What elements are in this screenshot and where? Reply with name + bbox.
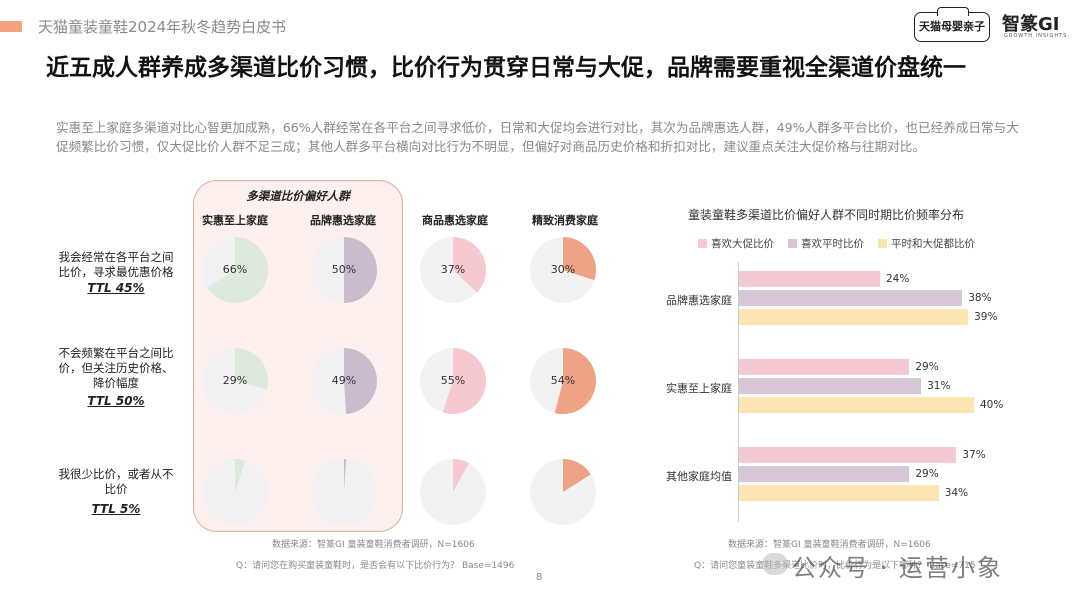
left-source-note: 数据来源：智篆GI 童装童鞋消费者调研，N=1606 — [272, 540, 475, 550]
column-header: 品牌惠选家庭 — [310, 214, 376, 227]
pie-chart — [202, 459, 268, 525]
pie-value-label — [202, 459, 268, 525]
wechat-icon — [762, 553, 788, 575]
bar — [739, 447, 957, 463]
pie-slice — [207, 237, 268, 303]
bar — [739, 485, 939, 501]
brand-logo-zhizhuan: 智篆GI — [1002, 14, 1060, 35]
pie-value-label: 66% — [222, 263, 248, 276]
pie-chart — [420, 459, 486, 525]
pie-slice — [344, 459, 347, 492]
pie-slice — [453, 459, 469, 492]
pie-slice — [442, 348, 486, 414]
brand-logo-subtitle: GROWTH INSIGHTS — [1004, 33, 1068, 39]
header-accent-bar — [0, 21, 22, 32]
row-ttl: TTL 5% — [91, 502, 141, 516]
left-question-note: Q：请问您在购买童装童鞋时，是否会有以下比价行为？ Base=1496 — [236, 561, 515, 571]
legend-label: 喜欢平时比价 — [801, 238, 864, 250]
page-number: 8 — [536, 572, 543, 583]
pie-chart: 54% — [530, 348, 596, 414]
bar-value-label: 34% — [944, 487, 969, 499]
row-label: 我会经常在各平台之间比价，寻求最优惠价格 — [58, 250, 174, 279]
bar-value-label: 29% — [915, 361, 939, 373]
legend-label: 喜欢大促比价 — [711, 238, 774, 250]
pie-value-label: 55% — [440, 374, 466, 387]
bar-value-label: 38% — [968, 292, 992, 304]
pie-value-label: 50% — [331, 263, 357, 276]
pie-chart: 55% — [420, 348, 486, 414]
pie-chart: 50% — [311, 237, 377, 303]
pie-slice — [344, 237, 377, 303]
pie-slice — [453, 237, 486, 293]
pie-slice — [554, 348, 596, 414]
row-label: 不会频繁在平台之间比价，但关注历史价格、降价幅度 — [58, 346, 174, 390]
pie-chart: 66% — [202, 237, 268, 303]
pie-value-label: 29% — [222, 374, 248, 387]
bar-value-label: 29% — [915, 468, 939, 480]
row-label: 我很少比价，或者从不比价 — [58, 467, 174, 496]
pie-slice — [563, 237, 596, 281]
bar-value-label: 37% — [962, 449, 986, 461]
pie-value-label — [420, 459, 486, 525]
legend-swatch — [878, 239, 887, 248]
watermark: 公众号 · 运营小象 — [760, 548, 1003, 583]
pie-slice — [235, 348, 268, 390]
bar — [739, 378, 922, 394]
legend-item: 喜欢平时比价 — [788, 236, 864, 251]
bar — [739, 271, 880, 287]
bar — [739, 309, 969, 325]
legend-item: 平时和大促都比价 — [878, 236, 975, 251]
column-header: 商品惠选家庭 — [422, 214, 488, 227]
summary-paragraph: 实惠至上家庭多渠道对比心智更加成熟，66%人群经常在各平台之间寻求低价，日常和大… — [56, 120, 1019, 154]
column-header: 实惠至上家庭 — [202, 214, 268, 227]
bar-value-label: 24% — [886, 273, 910, 285]
bar — [739, 290, 963, 306]
bar-value-label: 39% — [974, 311, 998, 323]
pie-value-label — [530, 459, 596, 525]
pie-chart: 29% — [202, 348, 268, 414]
bar-chart-legend: 喜欢大促比价 喜欢平时比价 平时和大促都比价 — [698, 236, 975, 251]
watermark-text: 公众号 · 运营小象 — [792, 554, 1003, 582]
bar-value-label: 40% — [980, 399, 1004, 411]
pie-value-label: 37% — [440, 263, 466, 276]
pie-chart: 30% — [530, 237, 596, 303]
bar — [739, 397, 974, 413]
bar-value-label: 31% — [927, 380, 951, 392]
legend-swatch — [788, 239, 797, 248]
pie-slice — [563, 459, 591, 492]
legend-swatch — [698, 239, 707, 248]
bar-category-label: 实惠至上家庭 — [666, 382, 732, 395]
pie-value-label — [311, 459, 377, 525]
pie-value-label: 49% — [331, 374, 357, 387]
pie-chart: 37% — [420, 237, 486, 303]
pie-slice — [344, 348, 377, 414]
pie-chart — [311, 459, 377, 525]
column-header: 精致消费家庭 — [532, 214, 598, 227]
group-header: 多渠道比价偏好人群 — [246, 189, 350, 203]
pie-slice — [235, 459, 246, 492]
bar — [739, 466, 910, 482]
pie-chart — [530, 459, 596, 525]
bar-chart-title: 童装童鞋多渠道比价偏好人群不同时期比价频率分布 — [688, 208, 965, 222]
pie-chart: 49% — [311, 348, 377, 414]
bar-category-label: 其他家庭均值 — [666, 470, 732, 483]
legend-label: 平时和大促都比价 — [891, 238, 975, 250]
report-title: 天猫童装童鞋2024年秋冬趋势白皮书 — [38, 18, 287, 36]
page-title: 近五成人群养成多渠道比价习惯，比价行为贯穿日常与大促，品牌需要重视全渠道价盘统一 — [46, 55, 966, 81]
bar-chart-axis — [738, 262, 739, 522]
bar-category-label: 品牌惠选家庭 — [666, 294, 732, 307]
row-ttl: TTL 45% — [87, 281, 145, 295]
bar — [739, 359, 910, 375]
row-ttl: TTL 50% — [87, 394, 145, 408]
pie-value-label: 54% — [550, 374, 576, 387]
right-question-note: Q：请问您童装童鞋多渠道比价时，比价行为是以下哪种？ Base=715 — [694, 561, 976, 571]
brand-logo-tmall: 天猫母婴亲子 — [914, 7, 990, 42]
right-source-note: 数据来源：智篆GI 童装童鞋消费者调研，N=1606 — [728, 540, 931, 550]
legend-item: 喜欢大促比价 — [698, 236, 774, 251]
pie-value-label: 30% — [550, 263, 576, 276]
